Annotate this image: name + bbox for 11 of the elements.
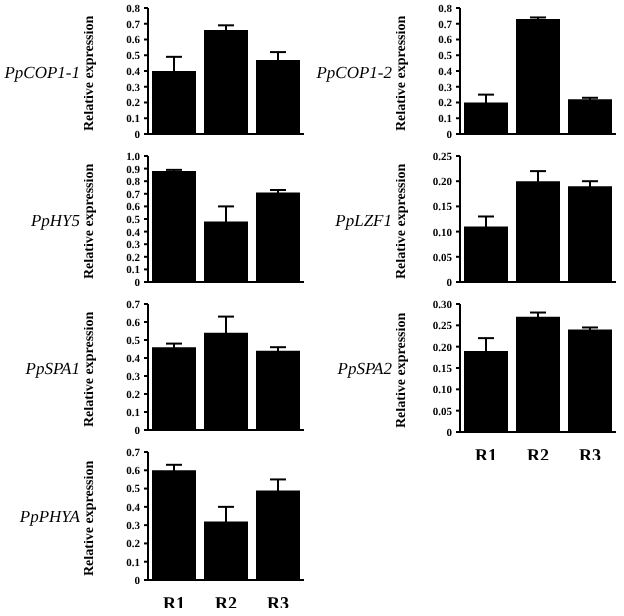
x-tick-label: R2	[527, 444, 550, 465]
text: PpPHYA	[17, 504, 80, 530]
text: PpSPA1	[23, 356, 80, 382]
text: PpSPA2	[335, 356, 392, 382]
text: PpHY5	[28, 208, 80, 234]
x-tick-label: R1	[475, 444, 498, 465]
x-tick-label: R1	[163, 592, 186, 613]
text: PpCOP1-2	[314, 60, 392, 86]
text: PpCOP1-1	[2, 60, 80, 86]
text: PpLZF1	[333, 208, 392, 234]
x-tick-label: R2	[215, 592, 238, 613]
